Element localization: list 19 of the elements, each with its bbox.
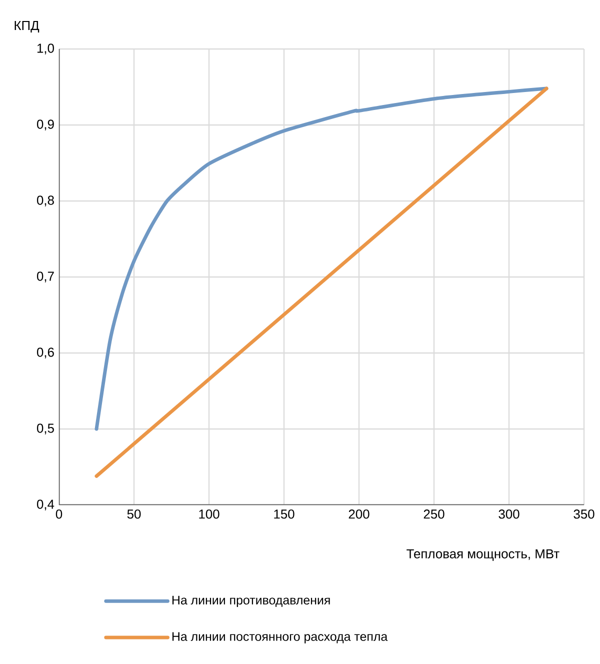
y-axis-title: КПД	[14, 21, 40, 33]
y-tick-label: 0,5	[36, 424, 54, 434]
x-tick-label: 300	[498, 510, 520, 519]
x-tick-label: 250	[424, 510, 444, 519]
x-tick-label: 150	[274, 510, 294, 519]
y-tick-label: 0,9	[36, 120, 54, 130]
y-tick-label: 0,4	[36, 500, 54, 510]
x-tick-label: 0	[56, 510, 62, 519]
y-tick-label: 0,8	[36, 196, 54, 206]
x-tick-label: 200	[348, 510, 370, 519]
legend-label: На линии противодавления	[172, 596, 330, 607]
y-tick-label: 0,7	[36, 272, 54, 282]
x-axis-title: Тепловая мощность, МВт	[406, 549, 560, 561]
x-tick-label: 50	[127, 510, 141, 519]
x-tick-label: 350	[574, 510, 594, 519]
y-tick-label: 1,0	[37, 44, 54, 54]
legend-label: На линии постоянного расхода тепла	[172, 632, 388, 644]
y-tick-label: 0,6	[36, 348, 54, 358]
x-tick-label: 100	[199, 510, 220, 519]
